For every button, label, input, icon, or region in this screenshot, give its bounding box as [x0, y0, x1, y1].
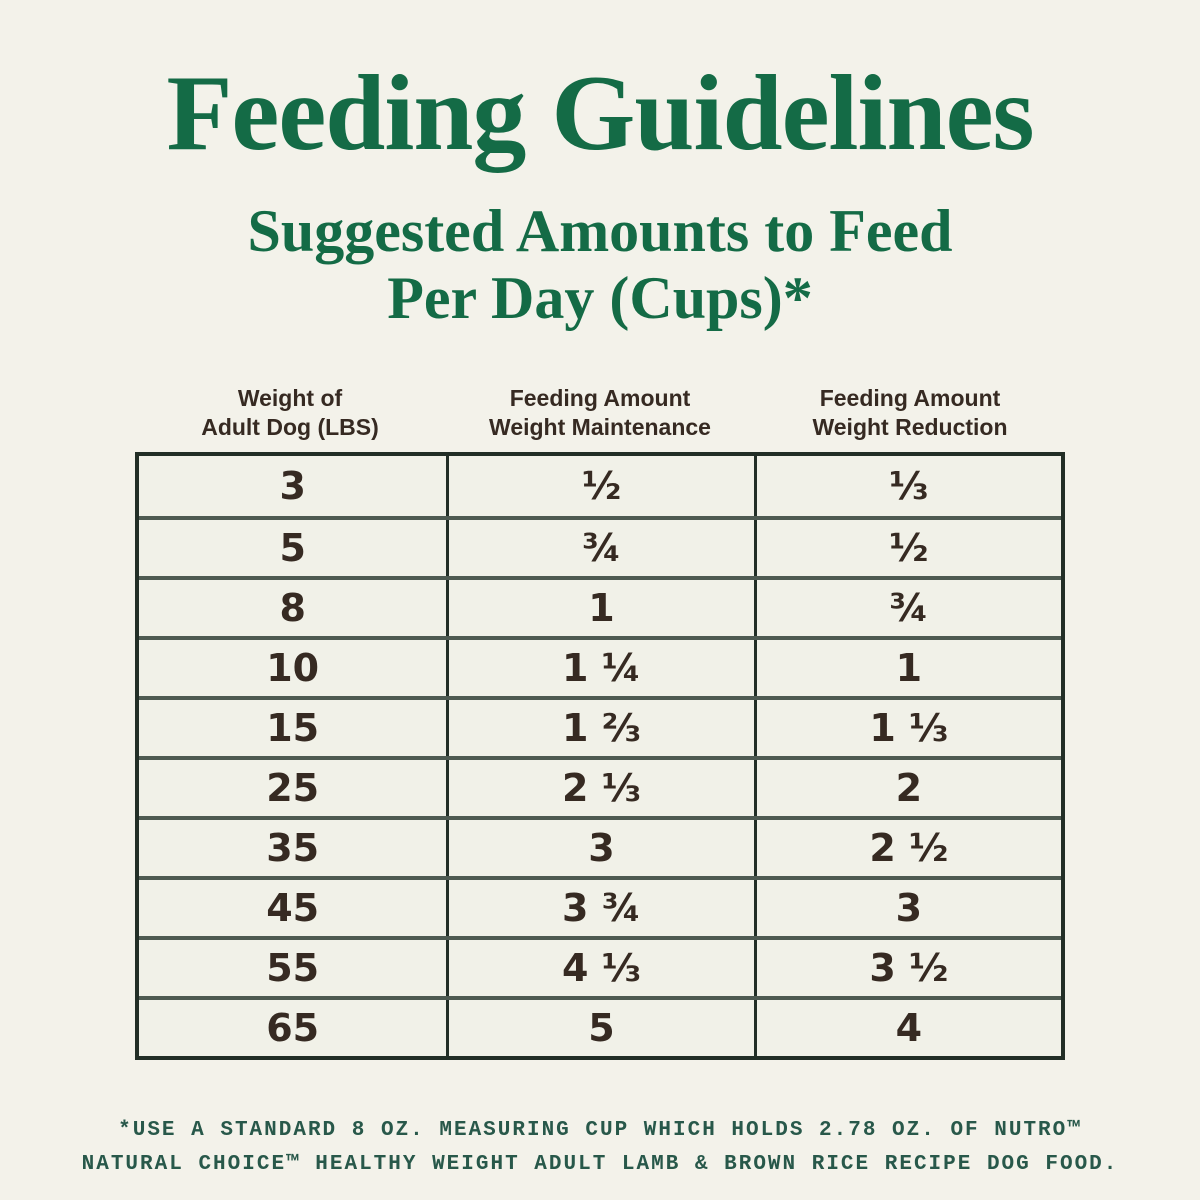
reduction-amount-cell: ⅓ — [753, 456, 1061, 516]
weight-cell: 3 — [279, 464, 306, 508]
reduction-amount-cell: 3 ½ — [753, 940, 1061, 996]
maintenance-amount-cell: 3 ¾ — [446, 880, 753, 936]
maintenance-amount-cell: 1 — [446, 580, 753, 636]
maintenance-amount-cell: 4 ⅓ — [446, 940, 753, 996]
column-header-weight-line-1: Weight of — [237, 385, 343, 411]
reduction-amount-cell: 4 — [753, 1000, 1061, 1056]
subtitle-line-1: Suggested Amounts to Feed — [247, 198, 953, 264]
maintenance-amount-cell: 5 — [446, 1000, 753, 1056]
column-header-reduction-line-1: Feeding Amount — [819, 385, 1001, 411]
table-row: 35 3 2 ½ — [139, 816, 1061, 876]
subtitle-line-2: Per Day (Cups)* — [387, 265, 813, 332]
weight-cell: 25 — [266, 766, 320, 810]
reduction-amount-cell: 2 ½ — [753, 820, 1061, 876]
column-header-reduction: Feeding Amount Weight Reduction — [755, 384, 1065, 443]
footnote-line-1: *USE A STANDARD 8 OZ. MEASURING CUP WHIC… — [118, 1119, 1082, 1142]
reduction-amount-cell: 2 — [753, 760, 1061, 816]
page-subtitle: Suggested Amounts to Feed Per Day (Cups)… — [0, 198, 1200, 332]
maintenance-amount-cell: 1 ¼ — [446, 640, 753, 696]
column-header-reduction-line-2: Weight Reduction — [812, 414, 1008, 441]
weight-cell: 45 — [266, 886, 320, 930]
column-header-weight: Weight of Adult Dog (LBS) — [135, 384, 445, 443]
maintenance-amount-cell: ½ — [446, 456, 753, 516]
weight-cell: 8 — [279, 586, 306, 630]
table-column-headers: Weight of Adult Dog (LBS) Feeding Amount… — [135, 384, 1065, 443]
column-header-maintenance: Feeding Amount Weight Maintenance — [445, 384, 755, 443]
footnote-line-2: NATURAL CHOICE™ HEALTHY WEIGHT ADULT LAM… — [81, 1153, 1119, 1177]
reduction-amount-cell: 1 ⅓ — [753, 700, 1061, 756]
weight-cell: 10 — [266, 646, 320, 690]
maintenance-amount-cell: 3 — [446, 820, 753, 876]
table-row: 65 5 4 — [139, 996, 1061, 1056]
maintenance-amount-cell: 1 ⅔ — [446, 700, 753, 756]
weight-cell: 55 — [266, 946, 320, 990]
page-title: Feeding Guidelines — [166, 54, 1034, 173]
weight-cell: 5 — [279, 526, 306, 570]
column-header-maintenance-line-2: Weight Maintenance — [489, 414, 711, 441]
reduction-amount-cell: ½ — [753, 520, 1061, 576]
weight-cell: 15 — [266, 706, 320, 750]
maintenance-amount-cell: 2 ⅓ — [446, 760, 753, 816]
reduction-amount-cell: 1 — [753, 640, 1061, 696]
column-header-maintenance-line-1: Feeding Amount — [509, 385, 691, 411]
weight-cell: 35 — [266, 826, 320, 870]
reduction-amount-cell: ¾ — [753, 580, 1061, 636]
weight-cell: 65 — [266, 1006, 320, 1050]
column-header-weight-line-2: Adult Dog (LBS) — [201, 414, 379, 441]
footnote: *USE A STANDARD 8 OZ. MEASURING CUP WHIC… — [0, 1114, 1200, 1182]
maintenance-amount-cell: ¾ — [446, 520, 753, 576]
reduction-amount-cell: 3 — [753, 880, 1061, 936]
